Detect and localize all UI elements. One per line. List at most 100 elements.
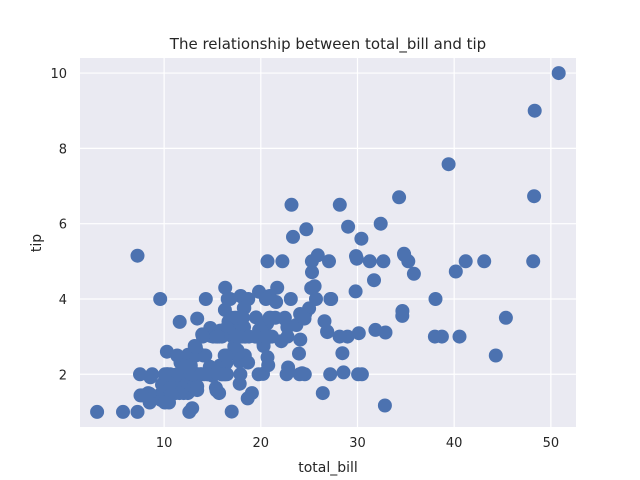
data-point <box>323 367 338 382</box>
data-point <box>349 249 363 264</box>
data-point <box>260 254 275 269</box>
data-point <box>551 66 566 81</box>
data-point <box>198 292 213 306</box>
data-point <box>448 264 463 279</box>
data-point <box>195 329 210 344</box>
data-point <box>130 248 145 263</box>
x-tick-label: 30 <box>349 436 366 451</box>
data-point <box>274 334 289 349</box>
x-tick-label: 20 <box>253 436 270 451</box>
data-point <box>351 326 366 341</box>
data-point <box>292 367 307 382</box>
data-point <box>241 355 256 370</box>
plot-area <box>80 58 576 427</box>
data-point <box>395 304 410 318</box>
data-point <box>212 386 227 401</box>
chart-title: The relationship between total_bill and … <box>169 35 486 54</box>
data-point <box>157 395 172 410</box>
data-point <box>262 310 277 325</box>
data-point <box>224 404 239 419</box>
y-axis-label: tip <box>29 234 45 252</box>
data-point <box>348 284 363 299</box>
data-point <box>172 314 187 329</box>
data-point <box>315 386 330 401</box>
data-point <box>286 229 300 244</box>
data-point <box>378 325 393 340</box>
data-point <box>258 329 273 344</box>
data-point <box>258 292 273 306</box>
x-tick-label: 40 <box>446 436 463 451</box>
data-point <box>526 254 541 269</box>
data-point <box>441 157 456 172</box>
y-tick-label: 10 <box>50 67 67 82</box>
data-point <box>336 365 351 380</box>
data-point <box>217 348 232 363</box>
data-point <box>188 340 203 355</box>
data-points <box>90 66 566 419</box>
data-point <box>373 216 388 231</box>
data-point <box>406 266 421 281</box>
data-point <box>362 254 377 269</box>
data-point <box>299 222 314 237</box>
data-point <box>158 367 172 382</box>
data-point <box>275 254 290 269</box>
y-tick-label: 2 <box>59 368 67 383</box>
data-point <box>130 404 145 419</box>
data-point <box>305 265 319 280</box>
data-point <box>527 189 542 204</box>
data-point <box>297 311 312 326</box>
data-point <box>392 190 407 205</box>
data-point <box>229 329 244 344</box>
data-point <box>335 346 350 361</box>
data-point <box>304 281 319 296</box>
data-point <box>279 367 294 382</box>
data-point <box>488 348 503 363</box>
data-point <box>351 367 366 382</box>
data-point <box>322 254 336 269</box>
y-tick-label: 6 <box>59 218 67 233</box>
data-point <box>190 311 205 326</box>
data-point <box>284 197 299 212</box>
data-point <box>248 310 263 325</box>
y-tick-label: 4 <box>59 293 67 308</box>
data-point <box>341 219 356 234</box>
data-point <box>332 329 347 344</box>
y-tick-label: 8 <box>59 142 67 157</box>
data-point <box>178 359 192 374</box>
data-point <box>434 329 449 344</box>
data-point <box>324 292 339 306</box>
x-tick-label: 10 <box>156 436 173 451</box>
y-axis-ticks: 2 4 6 8 10 <box>50 67 67 383</box>
data-point <box>241 292 256 306</box>
data-point <box>153 292 168 306</box>
data-point <box>527 103 542 118</box>
data-point <box>143 370 158 385</box>
data-point <box>367 273 381 288</box>
data-point <box>218 280 233 295</box>
data-point <box>220 292 235 306</box>
data-point <box>242 329 256 344</box>
data-point <box>116 404 130 419</box>
data-point <box>261 358 276 373</box>
data-point <box>452 329 467 344</box>
data-point <box>240 391 255 406</box>
x-axis-label: total_bill <box>298 460 358 476</box>
x-axis-ticks: 10 20 30 40 50 <box>156 436 559 451</box>
data-point <box>232 376 247 391</box>
data-point <box>251 367 266 382</box>
data-point <box>90 404 105 419</box>
data-point <box>397 247 412 262</box>
data-point <box>458 254 473 269</box>
data-point <box>332 197 347 212</box>
x-tick-label: 50 <box>543 436 560 451</box>
data-point <box>235 310 250 325</box>
data-point <box>210 329 225 344</box>
data-point <box>310 248 325 263</box>
data-point <box>354 231 369 246</box>
data-point <box>377 398 392 413</box>
data-point <box>293 332 308 347</box>
data-point <box>317 314 332 329</box>
data-point <box>498 310 513 325</box>
data-point <box>210 366 225 381</box>
